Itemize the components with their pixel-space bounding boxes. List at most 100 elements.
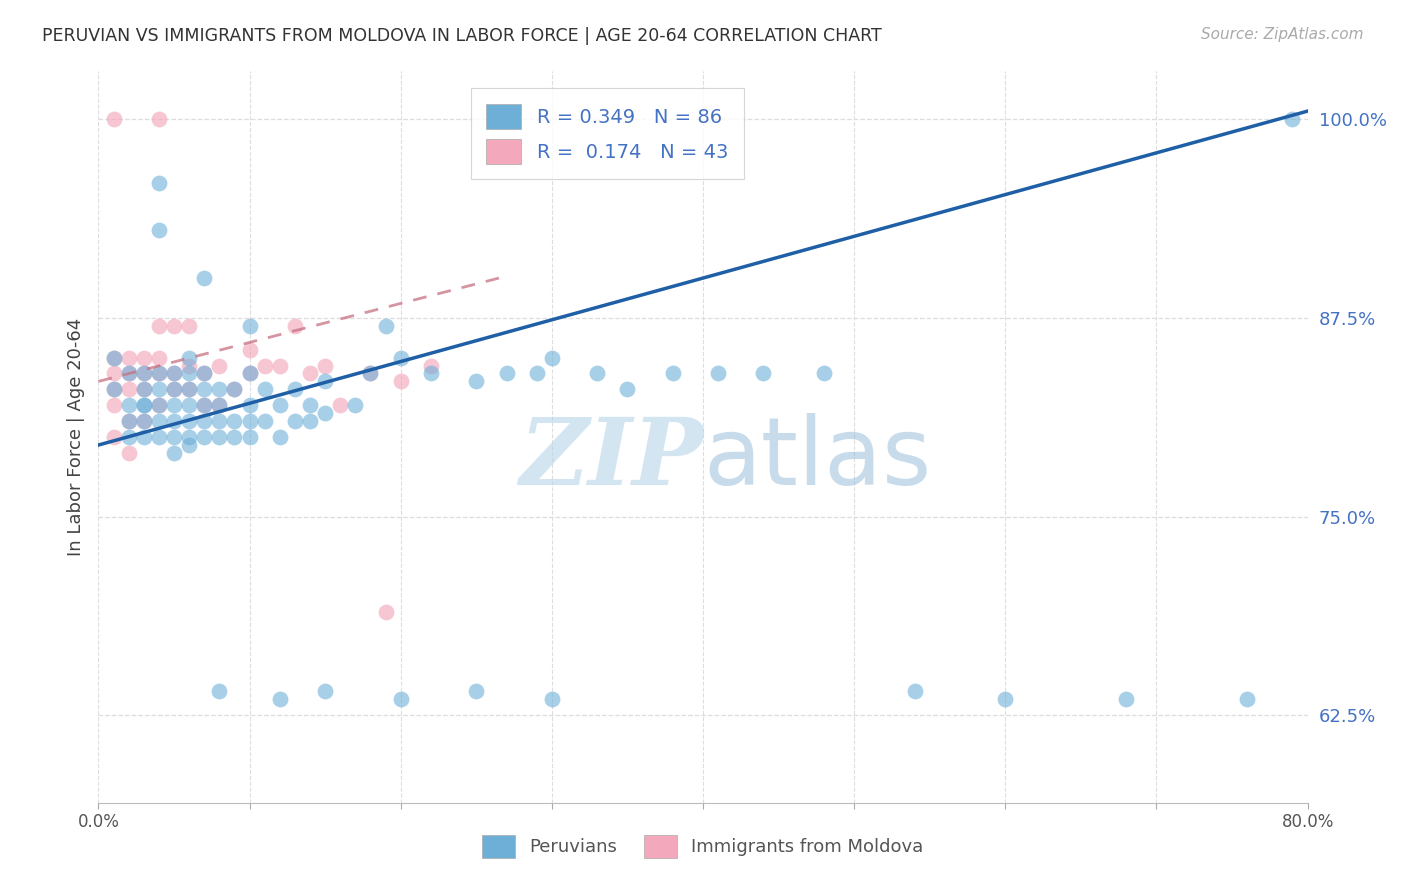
Point [208,398,231,412]
Point [103,398,125,412]
Point [118,414,141,428]
Point [495,367,517,381]
Point [360,367,382,381]
Point [103,383,125,397]
Point [389,375,412,389]
Point [616,383,638,397]
Point [148,414,170,428]
Point [208,398,231,412]
Point [239,343,262,357]
Point [118,446,141,460]
Point [163,367,186,381]
Point [586,367,609,381]
Point [208,430,231,444]
Point [148,398,170,412]
Point [148,383,170,397]
Point [103,351,125,365]
Point [148,367,170,381]
Point [208,359,231,373]
Point [420,367,443,381]
Point [813,367,835,381]
Point [661,367,683,381]
Point [239,318,262,333]
Point [132,367,155,381]
Point [526,367,548,381]
Point [1236,692,1258,706]
Point [103,383,125,397]
Point [132,383,155,397]
Point [148,430,170,444]
Text: ZIP: ZIP [519,414,703,504]
Point [253,359,276,373]
Point [132,430,155,444]
Point [329,398,352,412]
Point [103,351,125,365]
Point [224,430,246,444]
Point [179,367,201,381]
Y-axis label: In Labor Force | Age 20-64: In Labor Force | Age 20-64 [66,318,84,557]
Point [118,398,141,412]
Point [299,367,322,381]
Point [752,367,775,381]
Point [132,398,155,412]
Point [465,684,488,698]
Point [314,406,336,420]
Point [148,351,170,365]
Point [314,684,336,698]
Point [253,383,276,397]
Point [118,430,141,444]
Point [284,414,307,428]
Point [179,383,201,397]
Point [299,398,322,412]
Point [118,367,141,381]
Point [148,367,170,381]
Point [148,318,170,333]
Point [103,430,125,444]
Point [224,383,246,397]
Point [193,430,215,444]
Point [118,383,141,397]
Point [269,398,291,412]
Point [269,430,291,444]
Point [420,359,443,373]
Point [193,367,215,381]
Point [389,692,412,706]
Point [284,383,307,397]
Point [163,398,186,412]
Point [179,359,201,373]
Point [163,430,186,444]
Point [253,414,276,428]
Point [239,367,262,381]
Point [239,430,262,444]
Point [193,367,215,381]
Point [179,430,201,444]
Point [374,605,396,619]
Point [179,414,201,428]
Point [707,367,730,381]
Point [163,446,186,460]
Point [540,692,562,706]
Text: PERUVIAN VS IMMIGRANTS FROM MOLDOVA IN LABOR FORCE | AGE 20-64 CORRELATION CHART: PERUVIAN VS IMMIGRANTS FROM MOLDOVA IN L… [42,27,882,45]
Point [224,383,246,397]
Point [148,398,170,412]
Point [193,383,215,397]
Point [193,414,215,428]
Point [179,351,201,365]
Point [224,414,246,428]
Point [118,414,141,428]
Point [179,318,201,333]
Point [132,414,155,428]
Point [269,359,291,373]
Point [465,375,488,389]
Point [118,351,141,365]
Point [103,367,125,381]
Point [163,383,186,397]
Point [1115,692,1137,706]
Point [132,414,155,428]
Point [284,318,307,333]
Point [314,375,336,389]
Point [132,383,155,397]
Point [344,398,367,412]
Text: atlas: atlas [703,413,931,505]
Point [148,223,170,237]
